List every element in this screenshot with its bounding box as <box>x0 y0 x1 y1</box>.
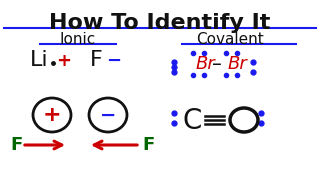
Text: −: − <box>100 105 116 125</box>
Text: F: F <box>142 136 154 154</box>
Text: −: − <box>106 52 121 70</box>
Text: Br: Br <box>228 55 248 73</box>
Text: Br: Br <box>196 55 216 73</box>
Text: F: F <box>10 136 22 154</box>
Text: F: F <box>90 50 103 70</box>
Text: +: + <box>56 52 71 70</box>
Text: –: – <box>212 55 222 74</box>
Text: Covalent: Covalent <box>196 32 264 47</box>
Text: Ionic: Ionic <box>60 32 96 47</box>
Text: C: C <box>183 107 202 135</box>
Text: +: + <box>43 105 61 125</box>
Text: How To Identify It: How To Identify It <box>49 13 271 33</box>
Text: Li: Li <box>30 50 49 70</box>
